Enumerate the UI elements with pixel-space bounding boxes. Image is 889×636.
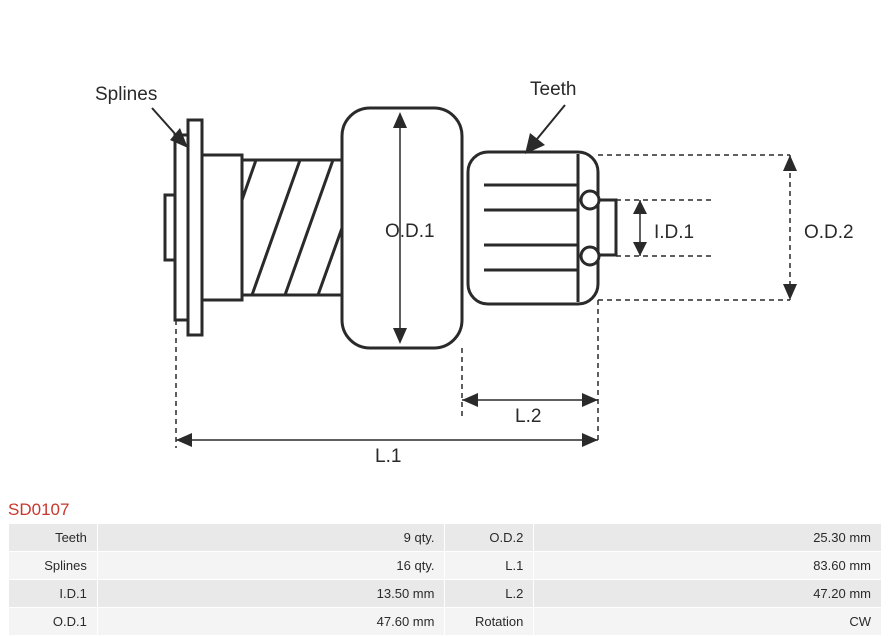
spec-label: Splines (9, 552, 97, 579)
spec-label: L.2 (445, 580, 533, 607)
spec-label: I.D.1 (9, 580, 97, 607)
specs-table: Teeth9 qty.O.D.225.30 mm Splines16 qty.L.… (8, 523, 882, 636)
spec-label: Teeth (9, 524, 97, 551)
spec-value: 83.60 mm (534, 552, 881, 579)
spec-value: CW (534, 608, 881, 635)
spec-label: Rotation (445, 608, 533, 635)
spec-label: O.D.1 (9, 608, 97, 635)
label-id1: I.D.1 (654, 222, 694, 243)
spec-value: 47.60 mm (98, 608, 445, 635)
spec-value: 13.50 mm (98, 580, 445, 607)
label-l2: L.2 (515, 406, 541, 427)
label-teeth: Teeth (530, 79, 576, 100)
label-l1: L.1 (375, 446, 401, 467)
spec-value: 9 qty. (98, 524, 445, 551)
label-od1: O.D.1 (385, 221, 435, 242)
label-od2: O.D.2 (804, 222, 854, 243)
spec-label: O.D.2 (445, 524, 533, 551)
spec-value: 25.30 mm (534, 524, 881, 551)
part-number: SD0107 (8, 500, 69, 520)
technical-diagram: Splines Teeth O.D.1 I.D.1 O.D.2 L.2 L.1 (0, 0, 889, 490)
spec-value: 47.20 mm (534, 580, 881, 607)
spec-label: L.1 (445, 552, 533, 579)
spec-value: 16 qty. (98, 552, 445, 579)
label-splines: Splines (95, 84, 157, 105)
